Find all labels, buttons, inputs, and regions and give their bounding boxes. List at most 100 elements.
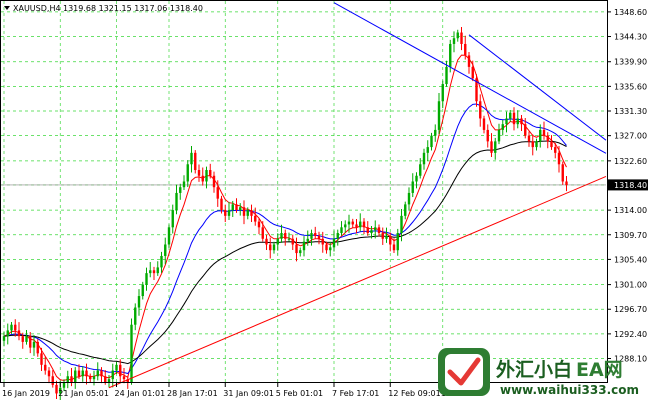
candle[interactable] (74, 367, 77, 389)
candle[interactable] (261, 221, 264, 242)
candle[interactable] (512, 107, 516, 131)
candle[interactable] (325, 241, 328, 254)
candle[interactable] (66, 370, 69, 389)
candle[interactable] (164, 237, 167, 265)
candle[interactable] (475, 74, 478, 107)
candle[interactable] (89, 373, 92, 383)
candle[interactable] (291, 234, 294, 250)
candle[interactable] (107, 375, 111, 388)
candle[interactable] (340, 221, 343, 236)
candle[interactable] (404, 201, 407, 220)
candle[interactable] (539, 124, 542, 148)
candle[interactable] (77, 364, 81, 380)
candle[interactable] (246, 207, 249, 220)
candle[interactable] (419, 158, 422, 179)
candle[interactable] (505, 111, 508, 133)
candle[interactable] (317, 231, 321, 245)
candle[interactable] (141, 281, 144, 300)
candle[interactable] (329, 241, 332, 257)
candle[interactable] (479, 94, 482, 127)
candle[interactable] (460, 27, 463, 51)
candle[interactable] (482, 115, 486, 134)
candle[interactable] (70, 368, 73, 387)
candle[interactable] (306, 230, 309, 246)
candle[interactable] (32, 335, 36, 356)
candle[interactable] (381, 227, 384, 245)
candlesticks[interactable] (2, 27, 568, 400)
candle[interactable] (456, 29, 459, 42)
candle[interactable] (182, 175, 186, 190)
candle[interactable] (550, 135, 553, 150)
candle[interactable] (542, 121, 546, 140)
candle[interactable] (235, 198, 238, 213)
candle[interactable] (40, 347, 43, 371)
candle[interactable] (149, 262, 152, 278)
candle[interactable] (276, 233, 279, 251)
candle[interactable] (426, 140, 429, 162)
candle[interactable] (96, 362, 99, 381)
candle[interactable] (6, 323, 9, 345)
candle[interactable] (10, 321, 13, 334)
candle[interactable] (407, 187, 411, 211)
candle[interactable] (565, 175, 568, 192)
candle[interactable] (490, 133, 493, 157)
candle[interactable] (302, 236, 306, 257)
candle[interactable] (280, 224, 283, 243)
candle[interactable] (351, 218, 354, 228)
candle[interactable] (212, 171, 216, 193)
candle[interactable] (535, 138, 538, 151)
candle[interactable] (561, 161, 564, 185)
candle[interactable] (509, 109, 512, 122)
candle[interactable] (366, 221, 369, 236)
candle[interactable] (370, 226, 373, 239)
candle[interactable] (464, 35, 467, 60)
trendline[interactable] (333, 2, 607, 154)
candle[interactable] (25, 329, 28, 345)
candle[interactable] (557, 145, 561, 173)
candle[interactable] (295, 237, 298, 262)
candle[interactable] (156, 261, 159, 276)
trendline[interactable] (468, 34, 607, 141)
candle[interactable] (520, 115, 523, 132)
candle[interactable] (2, 332, 6, 347)
candle[interactable] (186, 160, 189, 187)
candle[interactable] (134, 303, 137, 331)
candle[interactable] (486, 124, 489, 148)
candle[interactable] (205, 166, 208, 189)
candle[interactable] (51, 370, 54, 388)
candle[interactable] (85, 363, 88, 385)
candle[interactable] (55, 380, 58, 399)
candle[interactable] (44, 356, 47, 375)
candle[interactable] (201, 167, 204, 186)
candle[interactable] (100, 367, 103, 384)
candle[interactable] (411, 173, 414, 198)
candle[interactable] (220, 195, 223, 214)
candle[interactable] (62, 379, 66, 392)
candle[interactable] (122, 368, 126, 384)
candle[interactable] (385, 227, 388, 243)
candle[interactable] (242, 200, 246, 225)
candle[interactable] (392, 238, 396, 253)
candle[interactable] (231, 200, 234, 217)
candle[interactable] (494, 137, 497, 160)
candle[interactable] (239, 203, 242, 216)
candle[interactable] (374, 220, 377, 239)
candle[interactable] (501, 120, 504, 136)
candle[interactable] (137, 289, 141, 316)
candle[interactable] (359, 213, 362, 232)
candle[interactable] (160, 251, 163, 273)
candle[interactable] (130, 318, 133, 385)
candle[interactable] (437, 93, 441, 135)
candle[interactable] (347, 214, 351, 233)
candle[interactable] (355, 218, 358, 234)
candle[interactable] (115, 362, 118, 374)
candle[interactable] (179, 183, 182, 200)
candle[interactable] (265, 234, 268, 250)
candle[interactable] (362, 218, 366, 235)
candle[interactable] (389, 232, 392, 252)
candle[interactable] (17, 322, 21, 341)
candle[interactable] (250, 204, 253, 223)
candle[interactable] (377, 224, 381, 237)
candle[interactable] (344, 220, 347, 233)
candle[interactable] (272, 241, 276, 254)
